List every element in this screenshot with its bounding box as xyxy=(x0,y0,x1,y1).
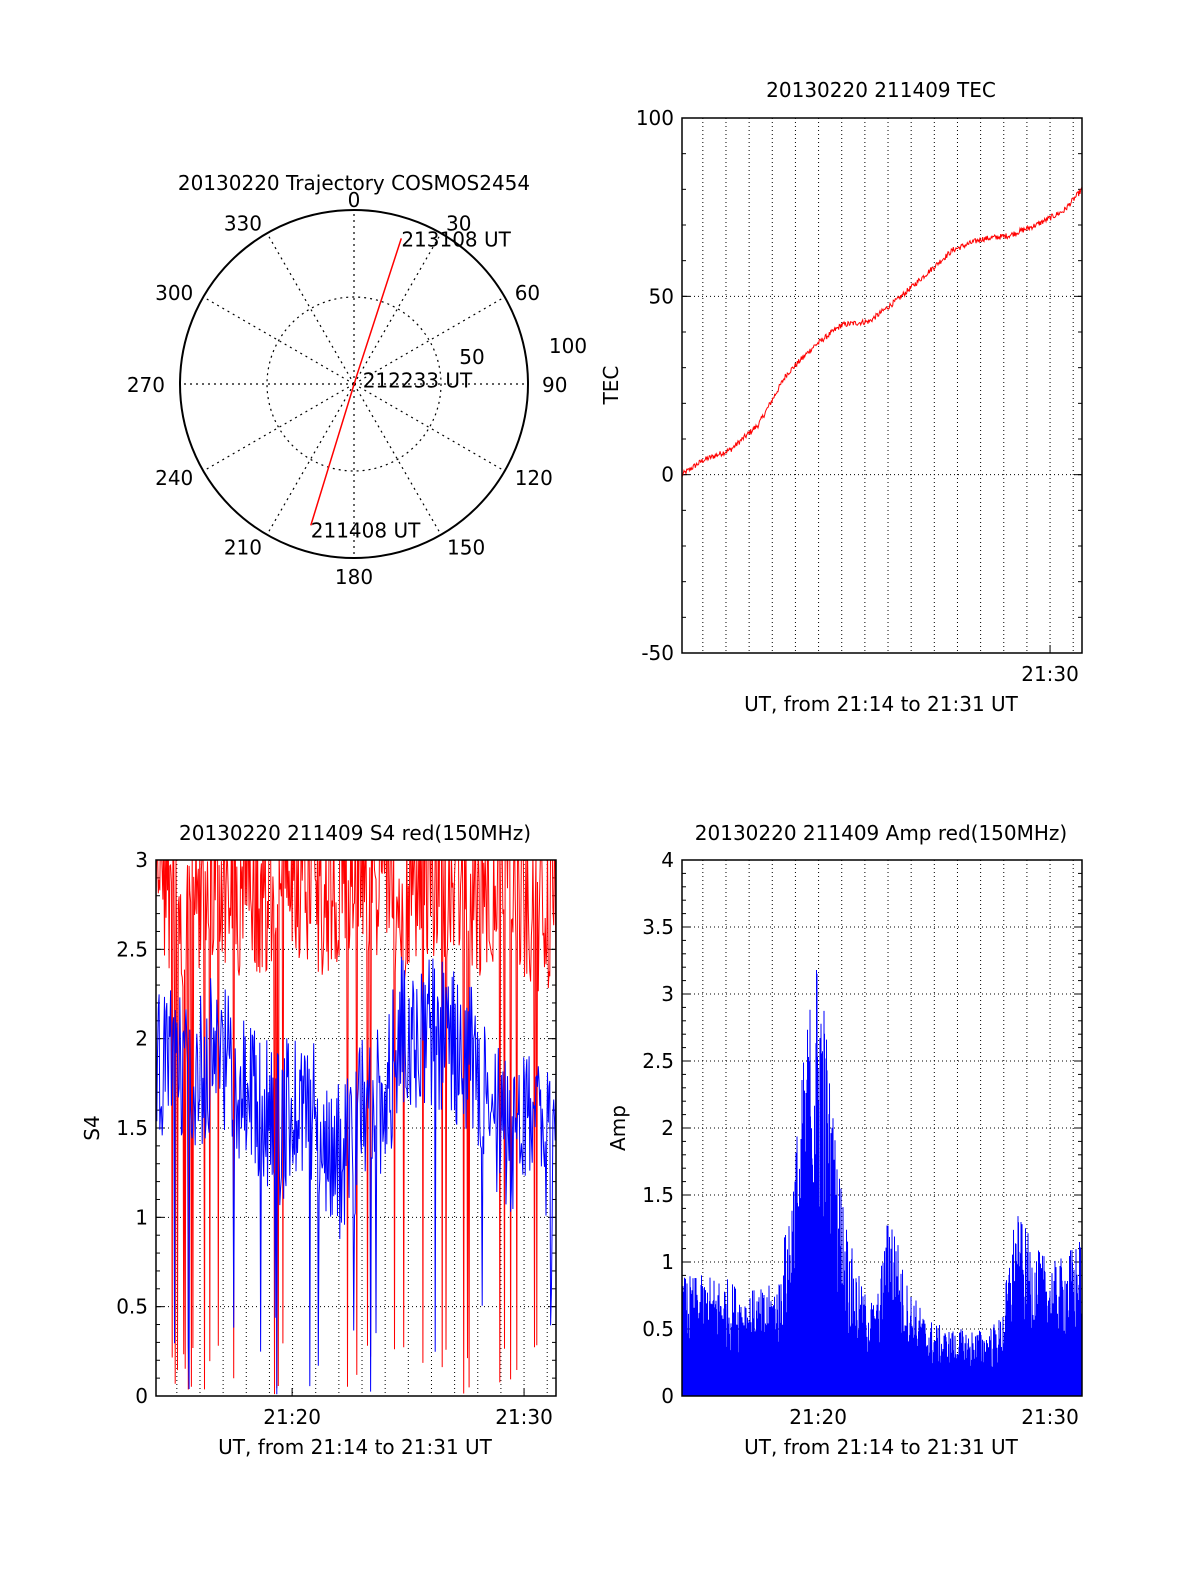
y-tick-label: 3.5 xyxy=(642,915,674,939)
polar-angle-label: 120 xyxy=(515,466,553,490)
polar-axis-labels: 0 30 60 90 120 150 180 210 240 270 300 330 50 100 xyxy=(127,188,587,589)
polar-angle-label: 240 xyxy=(155,466,193,490)
chart-title: 20130220 Trajectory COSMOS2454 xyxy=(178,171,530,195)
chart-title: 20130220 211409 TEC xyxy=(766,78,996,102)
polar-outer-ring xyxy=(179,209,529,559)
polar-radial-label: 50 xyxy=(459,345,484,369)
y-tick-label: 100 xyxy=(636,106,674,130)
y-tick-label: 0.5 xyxy=(642,1317,674,1341)
plot-frame xyxy=(155,859,557,1397)
polar-spoke xyxy=(266,233,355,385)
polar-angle-label: 0 xyxy=(348,188,361,212)
x-axis-label: UT, from 21:14 to 21:31 UT xyxy=(744,1435,1019,1459)
polar-angle-label: 90 xyxy=(542,373,567,397)
polar-spoke xyxy=(353,233,442,385)
y-tick-label: -50 xyxy=(641,641,674,665)
x-tick-label: 21:30 xyxy=(1021,662,1079,686)
tec-series-line xyxy=(681,186,1083,477)
y-axis-label: S4 xyxy=(80,1115,104,1140)
amp-series-group xyxy=(682,969,1082,1396)
trajectory-line xyxy=(310,238,403,526)
polar-spoke xyxy=(353,296,505,385)
polar-angle-label: 60 xyxy=(515,281,540,305)
polar-spoke xyxy=(203,383,355,472)
y-tick-label: 0 xyxy=(135,1384,148,1408)
polar-inner-ring xyxy=(266,296,442,472)
polar-radial-label: 100 xyxy=(549,334,587,358)
trajectory-time-label: 211408 UT xyxy=(311,518,421,542)
plot-frame xyxy=(681,117,1083,654)
y-tick-label: 1.5 xyxy=(116,1116,148,1140)
s4-plot-area: 0 0.5 1 1.5 2 2.5 3 21:20 21:30 xyxy=(116,848,557,1429)
y-tick-label: 2 xyxy=(135,1027,148,1051)
y-tick-label: 4 xyxy=(661,848,674,872)
y-tick-label: 50 xyxy=(649,284,674,308)
x-axis-label: UT, from 21:14 to 21:31 UT xyxy=(218,1435,493,1459)
polar-angle-label: 210 xyxy=(224,536,262,560)
y-tick-label: 1.5 xyxy=(642,1183,674,1207)
polar-angle-label: 300 xyxy=(155,281,193,305)
y-tick-label: 0.5 xyxy=(116,1295,148,1319)
amp-plot-area: 0 0.5 1 1.5 2 2.5 3 3.5 4 21:20 21:30 xyxy=(642,848,1083,1429)
y-axis-label: Amp xyxy=(606,1105,630,1151)
s4-chart: 20130220 211409 S4 red(150MHz) UT, from … xyxy=(80,821,557,1459)
polar-spoke xyxy=(353,383,442,535)
polar-spoke xyxy=(353,383,505,472)
x-tick-label: 21:30 xyxy=(495,1405,553,1429)
s4-red-series xyxy=(156,860,556,1395)
y-tick-label: 2.5 xyxy=(116,937,148,961)
trajectory-time-label: 212233 UT xyxy=(363,369,473,393)
polar-spoke xyxy=(266,383,355,535)
s4-blue-series xyxy=(156,956,556,1395)
x-tick-label: 21:20 xyxy=(263,1405,321,1429)
plot-frame xyxy=(681,859,1083,1397)
s4-series-group xyxy=(156,860,556,1395)
chart-title: 20130220 211409 S4 red(150MHz) xyxy=(179,821,531,845)
x-tick-label: 21:20 xyxy=(789,1405,847,1429)
y-tick-label: 1 xyxy=(661,1250,674,1274)
trajectory-time-label: 213108 UT xyxy=(401,227,511,251)
polar-angle-label: 180 xyxy=(335,565,373,589)
amp-series-area xyxy=(682,969,1082,1396)
y-axis-label: TEC xyxy=(599,366,623,406)
tec-chart: 20130220 211409 TEC UT, from 21:14 to 21… xyxy=(599,78,1083,716)
polar-angle-label: 270 xyxy=(127,373,165,397)
y-tick-label: 1 xyxy=(135,1205,148,1229)
y-tick-label: 3 xyxy=(135,848,148,872)
y-tick-label: 2.5 xyxy=(642,1049,674,1073)
polar-grid xyxy=(179,209,529,559)
y-tick-label: 3 xyxy=(661,982,674,1006)
polar-angle-label: 150 xyxy=(447,536,485,560)
y-tick-label: 2 xyxy=(661,1116,674,1140)
trajectory-polar-chart: 20130220 Trajectory COSMOS2454 0 30 60 90 12… xyxy=(127,171,587,589)
x-axis-label: UT, from 21:14 to 21:31 UT xyxy=(744,692,1019,716)
x-tick-label: 21:30 xyxy=(1021,1405,1079,1429)
y-tick-label: 0 xyxy=(661,463,674,487)
polar-angle-label: 30 xyxy=(446,211,471,235)
amp-chart: 20130220 211409 Amp red(150MHz) UT, from… xyxy=(606,821,1083,1459)
tec-plot-area: -50 0 50 100 21:30 xyxy=(636,106,1083,686)
polar-angle-label: 330 xyxy=(224,211,262,235)
y-tick-label: 0 xyxy=(661,1384,674,1408)
chart-title: 20130220 211409 Amp red(150MHz) xyxy=(695,821,1067,845)
polar-spoke xyxy=(203,296,355,385)
trajectory-series: 211408 UT 212233 UT 213108 UT xyxy=(310,227,512,542)
